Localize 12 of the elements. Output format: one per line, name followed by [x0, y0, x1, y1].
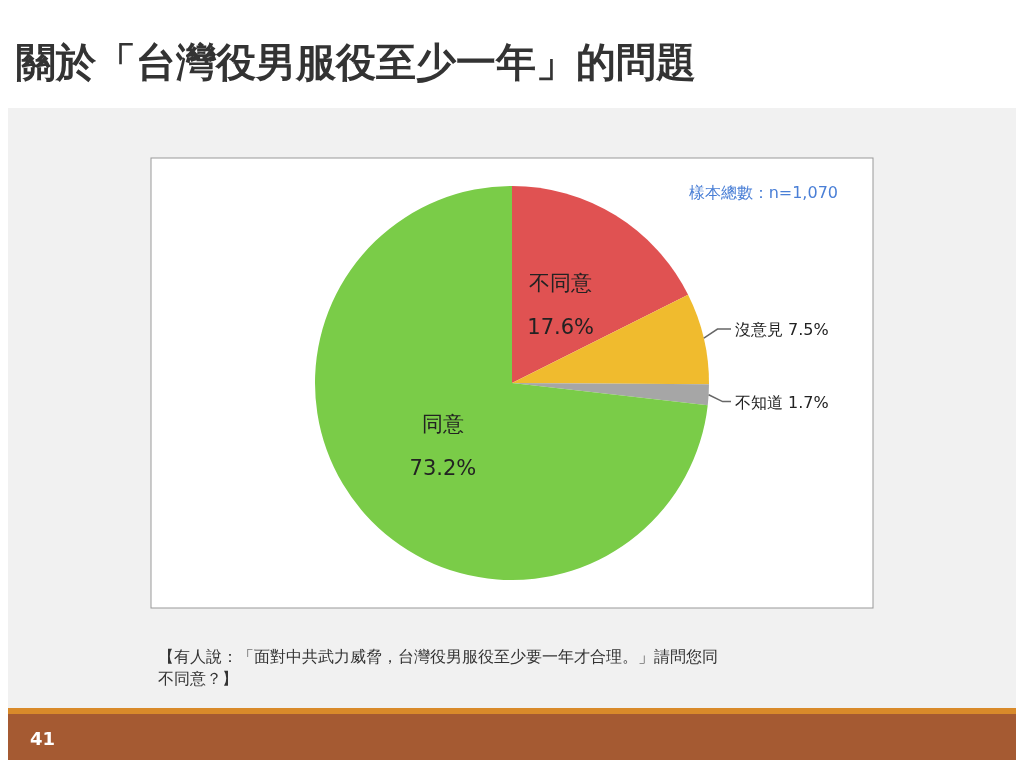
pie-slice — [512, 294, 709, 385]
text: 樣本總數：n=1,070 — [688, 183, 838, 202]
data-label: 73.2% — [409, 455, 477, 480]
data-label: 17.6% — [527, 315, 594, 340]
slice-label: 不同意 — [529, 271, 593, 296]
chart-title: 關於「台灣役男服役至少一年」的問題 — [16, 39, 696, 85]
slice-label: 不知道 1.7% — [735, 392, 829, 412]
text: 【有人說：「面對中共武力威脅，台灣役男服役至少要一年才合理。」請問您同不同意？】 — [158, 647, 718, 688]
slice-label: 沒意見 7.5% — [735, 320, 829, 340]
pie-slice — [512, 186, 689, 383]
text: 41 — [30, 728, 56, 749]
slice-label: 同意 — [421, 411, 464, 436]
